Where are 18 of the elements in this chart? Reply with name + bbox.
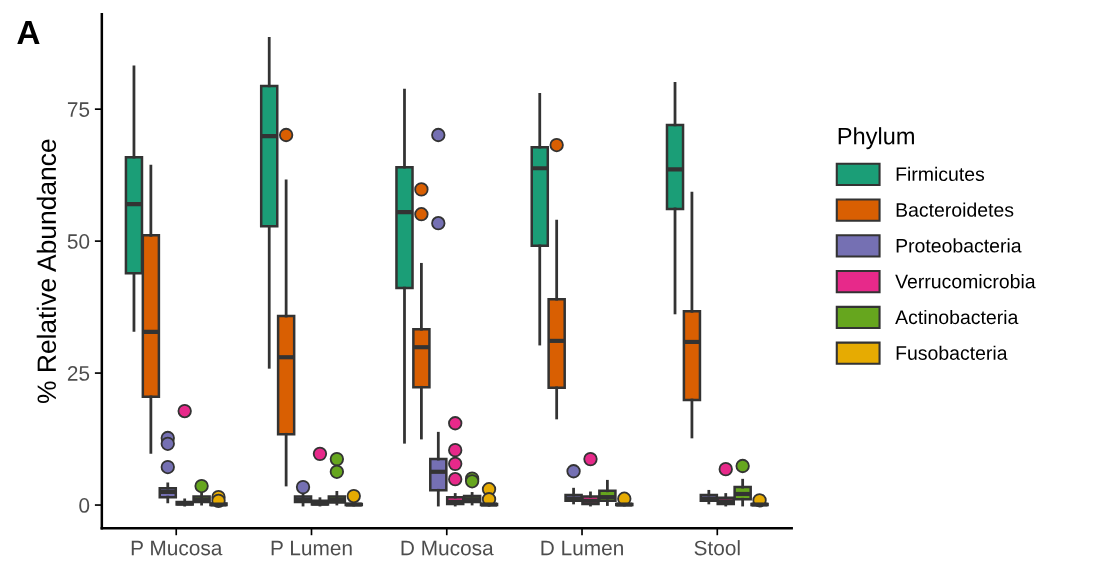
legend-label: Firmicutes (896, 166, 985, 182)
x-tick-label: D Lumen (541, 540, 623, 556)
y-tick-label: 0 (79, 498, 90, 513)
legend-label: Actinobacteria (895, 309, 1019, 325)
text: A (17, 21, 40, 44)
legend-label: Bacteroidetes (896, 202, 1014, 217)
x-tick-label: Stool (694, 540, 740, 556)
y-axis-title: % Relative Abundance (36, 139, 57, 404)
y-tick-label: 75 (67, 102, 90, 117)
y-tick-label: 25 (67, 366, 90, 381)
legend-label: Proteobacteria (896, 238, 1022, 253)
x-tick-label: P Lumen (271, 540, 352, 556)
x-tick-label: P Mucosa (131, 540, 223, 556)
legend-label: Verrucomicrobia (895, 274, 1036, 289)
legend-label: Fusobacteria (896, 345, 1008, 360)
legend-title: Phylum (838, 127, 914, 150)
y-tick-label: 50 (67, 234, 90, 249)
x-tick-label: D Mucosa (401, 540, 494, 556)
